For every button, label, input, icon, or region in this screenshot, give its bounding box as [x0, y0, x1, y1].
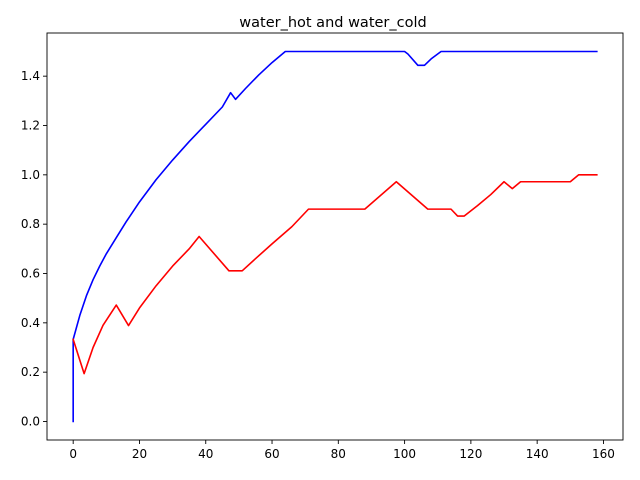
axes-frame [46, 32, 624, 441]
x-tick-label: 160 [592, 447, 615, 461]
y-tick-label: 1.2 [21, 119, 40, 133]
x-tick-label: 40 [198, 447, 213, 461]
x-tick-label: 140 [526, 447, 549, 461]
x-tick-label: 0 [69, 447, 77, 461]
series-line-0 [72, 50, 598, 423]
x-tick-label: 20 [132, 447, 147, 461]
x-tick-label: 60 [264, 447, 279, 461]
y-tick-label: 1.0 [21, 168, 40, 182]
x-tick-label: 120 [459, 447, 482, 461]
y-tick-label: 0.6 [21, 267, 40, 281]
y-tick-label: 1.4 [21, 69, 40, 83]
x-tick-label: 80 [331, 447, 346, 461]
x-tick-label: 100 [393, 447, 416, 461]
y-tick-label: 0.2 [21, 365, 40, 379]
y-tick-label: 0.0 [21, 415, 40, 429]
plot-area: 0 20 40 60 80 100 120 140 160 0.0 0.2 0.4 0.6 0.8 1.0 1… [21, 32, 624, 461]
chart-title: water_hot and water_cold [239, 15, 426, 31]
series-line-1 [72, 174, 598, 375]
y-tick-label: 0.4 [21, 316, 40, 330]
y-tick-label: 0.8 [21, 217, 40, 231]
